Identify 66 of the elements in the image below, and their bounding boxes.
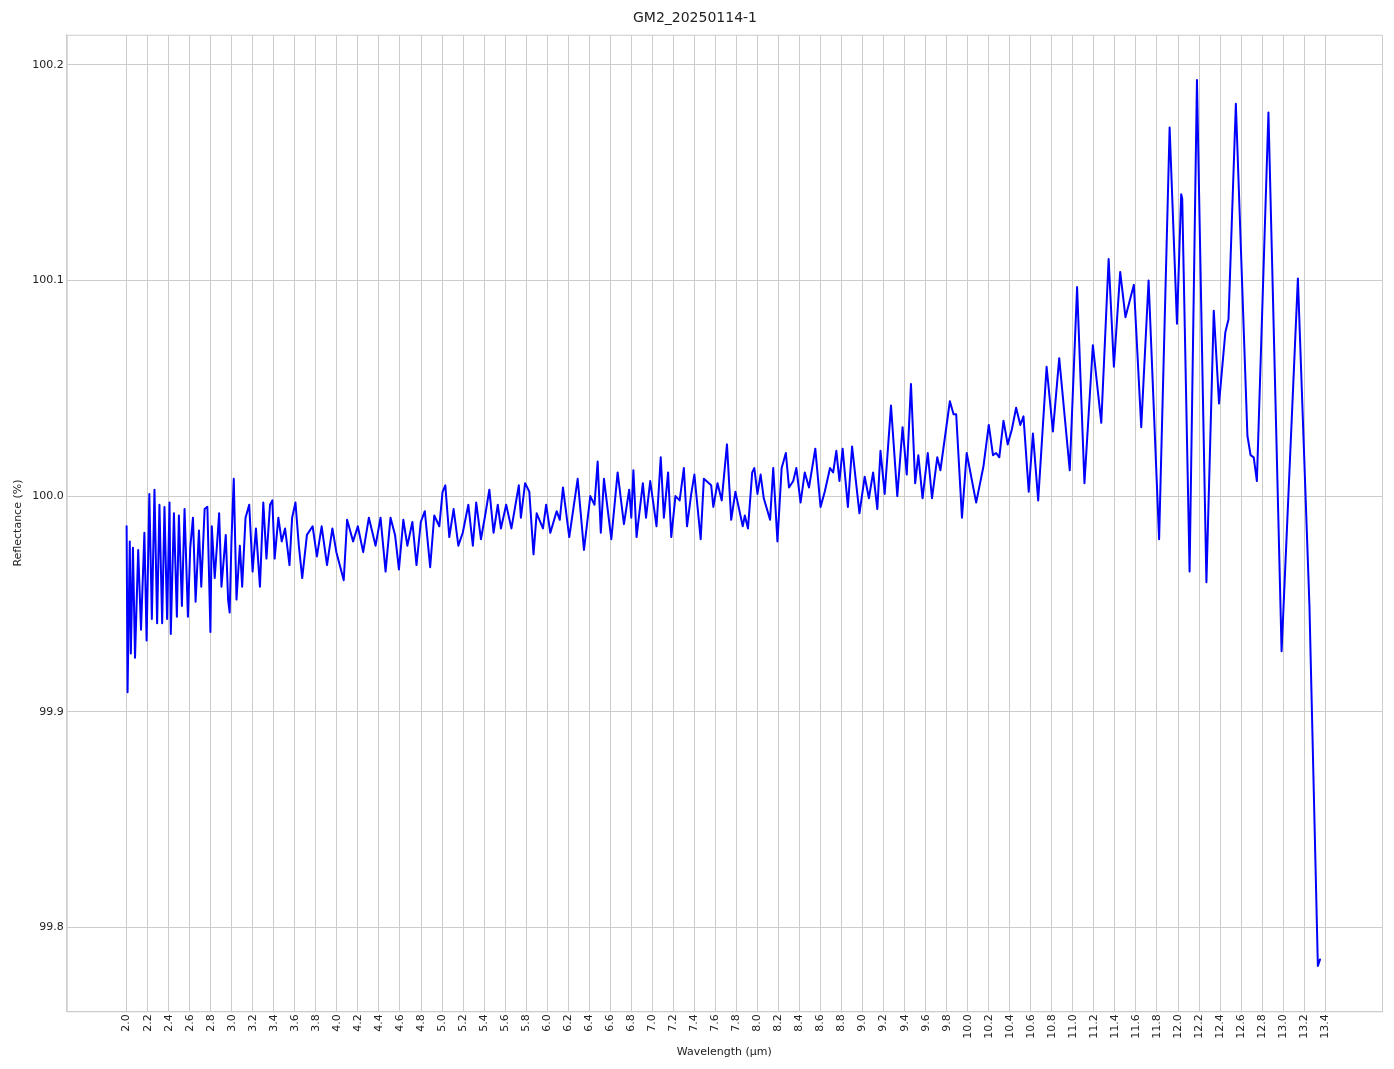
x-tick-label: 10.6 xyxy=(1023,1014,1037,1039)
x-tick-label: 12.8 xyxy=(1255,1014,1268,1039)
x-tick-label: 12.4 xyxy=(1212,1014,1226,1039)
y-axis-title: Reflectance (%) xyxy=(11,479,25,567)
x-tick-label: 7.6 xyxy=(708,1014,722,1032)
x-tick-label: 11.6 xyxy=(1128,1014,1142,1039)
x-tick-label: 5.4 xyxy=(476,1014,490,1032)
x-tick-label: 8.0 xyxy=(750,1014,764,1032)
x-tick-label: 8.2 xyxy=(771,1014,785,1032)
x-tick-label: 12.2 xyxy=(1191,1014,1205,1039)
x-tick-label: 6.4 xyxy=(582,1014,596,1032)
x-tick-label: 10.8 xyxy=(1044,1014,1058,1039)
x-tick-label: 9.4 xyxy=(897,1014,911,1032)
x-tick-label: 3.2 xyxy=(245,1014,259,1032)
x-tick-label: 8.8 xyxy=(834,1014,848,1032)
x-tick-label: 3.4 xyxy=(266,1014,280,1032)
x-tick-label: 5.2 xyxy=(455,1014,469,1032)
x-tick-label: 6.6 xyxy=(603,1014,617,1032)
x-tick-label: 6.2 xyxy=(561,1014,575,1032)
x-tick-label: 7.0 xyxy=(645,1014,659,1032)
x-tick-label: 2.0 xyxy=(119,1014,133,1032)
y-tick-label: 100.0 xyxy=(32,488,64,502)
x-tick-label: 11.0 xyxy=(1065,1014,1079,1039)
y-tick-label: 99.9 xyxy=(39,704,64,718)
x-tick-label: 2.8 xyxy=(203,1014,217,1032)
x-tick-label: 4.6 xyxy=(392,1014,406,1032)
x-tick-label: 2.6 xyxy=(182,1014,196,1032)
x-tick-label: 10.0 xyxy=(960,1014,974,1039)
x-tick-label: 9.0 xyxy=(855,1014,869,1032)
x-tick-label: 10.4 xyxy=(1002,1014,1016,1039)
y-tick-label: 99.8 xyxy=(39,920,64,934)
x-tick-label: 3.0 xyxy=(224,1014,238,1032)
chart-title: GM2_20250114-1 xyxy=(632,9,758,26)
x-tick-label: 9.2 xyxy=(876,1014,890,1032)
x-tick-label: 3.6 xyxy=(287,1014,301,1032)
x-tick-label: 7.8 xyxy=(729,1014,743,1032)
x-tick-label: 7.4 xyxy=(687,1014,701,1032)
x-tick-label: 13.4 xyxy=(1318,1014,1332,1039)
x-tick-label: 5.8 xyxy=(519,1014,533,1032)
x-tick-label: 4.2 xyxy=(350,1014,364,1032)
x-tick-label: 4.8 xyxy=(413,1014,427,1032)
x-tick-label: 8.6 xyxy=(813,1014,827,1032)
x-tick-label: 12.6 xyxy=(1233,1014,1247,1039)
x-tick-label: 4.4 xyxy=(371,1014,385,1032)
x-tick-label: 6.8 xyxy=(624,1014,638,1032)
x-tick-label: 7.2 xyxy=(666,1014,680,1032)
x-tick-label: 5.0 xyxy=(434,1014,448,1032)
x-tick-label: 2.4 xyxy=(161,1014,175,1032)
x-tick-label: 8.4 xyxy=(792,1014,806,1032)
x-tick-label: 11.2 xyxy=(1086,1014,1100,1039)
y-tick-label: 100.2 xyxy=(32,57,64,71)
x-tick-label: 3.8 xyxy=(308,1014,322,1032)
x-tick-label: 11.8 xyxy=(1149,1014,1163,1039)
x-tick-label: 11.4 xyxy=(1107,1014,1121,1039)
x-tick-label: 2.2 xyxy=(140,1014,154,1032)
x-tick-label: 13.2 xyxy=(1297,1014,1311,1039)
x-tick-label: 12.0 xyxy=(1170,1014,1184,1039)
x-tick-label: 10.2 xyxy=(981,1014,995,1039)
x-tick-label: 13.0 xyxy=(1276,1014,1290,1039)
y-tick-label: 100.1 xyxy=(32,273,64,287)
x-tick-label: 9.8 xyxy=(939,1014,953,1032)
x-tick-label: 6.0 xyxy=(540,1014,554,1032)
x-tick-label: 5.6 xyxy=(497,1014,511,1032)
x-axis-title: Wavelength (μm) xyxy=(676,1045,772,1059)
x-tick-label: 4.0 xyxy=(329,1014,343,1032)
x-tick-label: 9.6 xyxy=(918,1014,932,1032)
